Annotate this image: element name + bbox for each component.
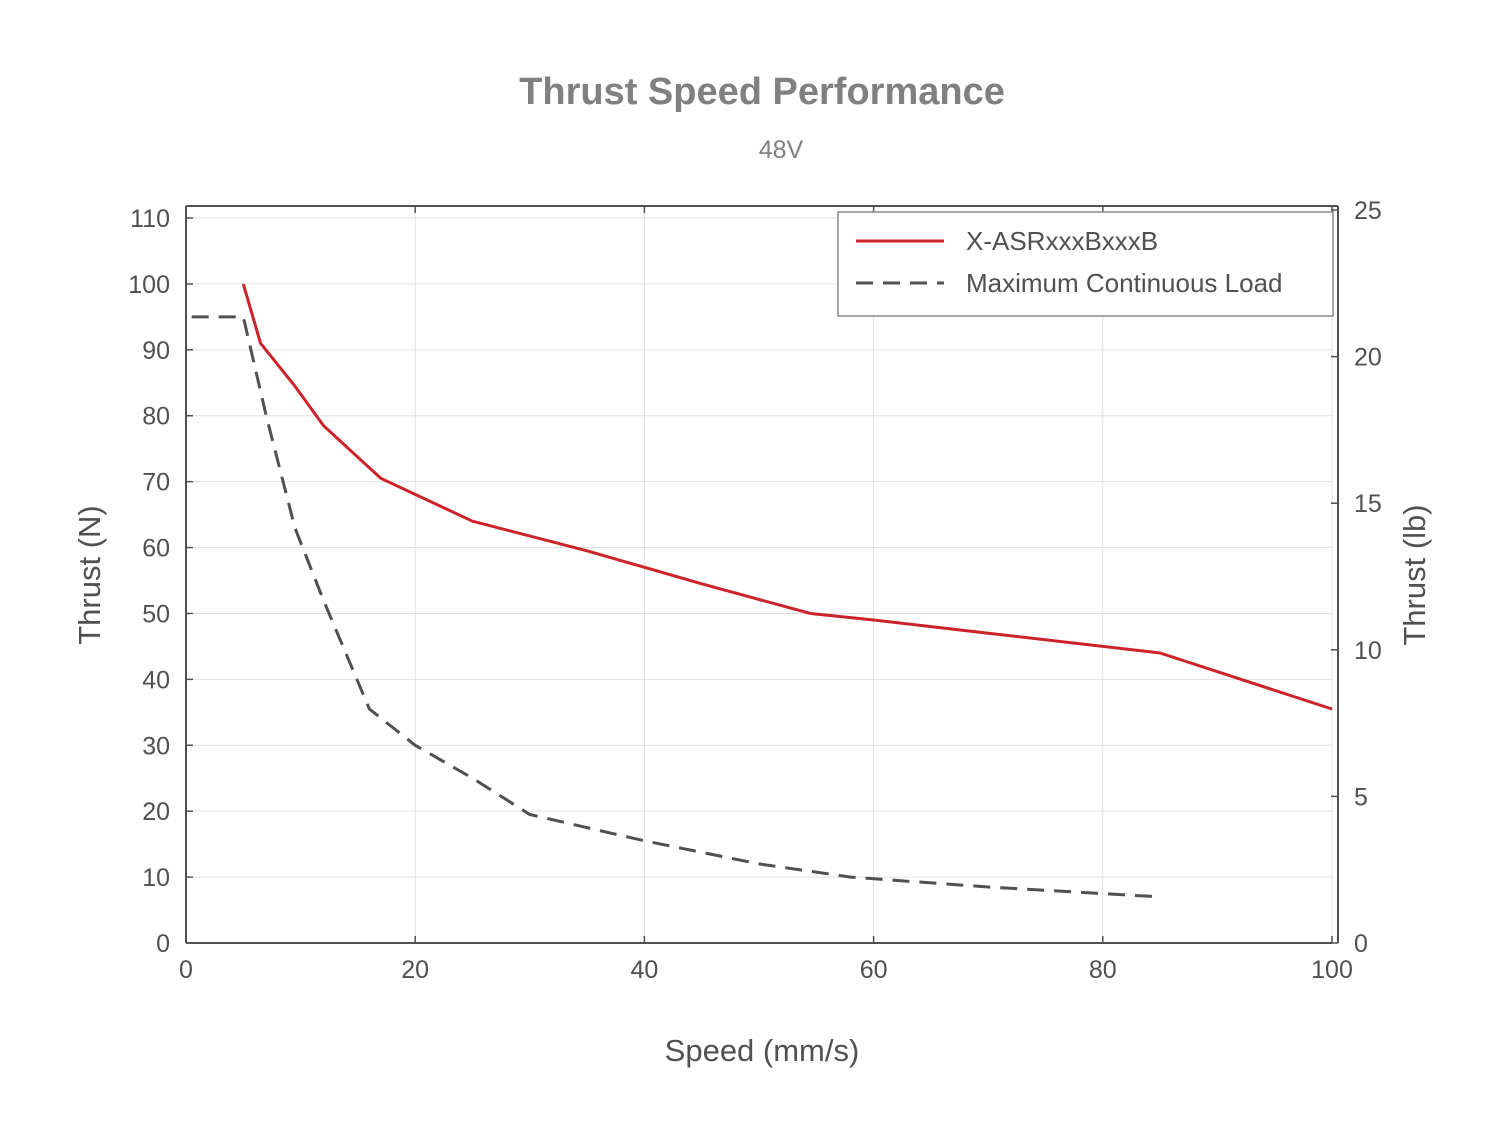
ticks-layer: 0 20 40 60 80 1000102030405060708090100110051… (128, 197, 1382, 984)
y-tick-label: 80 (142, 403, 170, 431)
series-line-x-asr (241, 283, 1333, 711)
legend: X-ASRxxxBxxxB Maximum Continuous Load (837, 211, 1334, 317)
y-tick-label: 10 (142, 864, 170, 892)
legend-box (837, 211, 1334, 317)
y-tick-label: 50 (142, 600, 170, 628)
y2-axis-label: Thrust (lb) (1397, 504, 1432, 645)
y-tick-label: 90 (142, 337, 170, 365)
y-tick-label: 110 (130, 205, 170, 233)
y-tick-label: 0 (156, 930, 170, 958)
grid-layer (185, 206, 1333, 944)
x-tick-label: 60 (860, 956, 888, 984)
y2-tick-label: 5 (1354, 783, 1368, 811)
y-tick-label: 40 (142, 666, 170, 694)
x-tick-label: 20 (401, 956, 429, 984)
x-tick-label: 0 (179, 956, 193, 984)
legend-label-max-continuous-load: Maximum Continuous Load (966, 268, 1283, 298)
y-axis-label: Thrust (N) (72, 505, 107, 645)
series-line-max-continuous-load (191, 315, 1161, 899)
y-tick-label: 60 (142, 535, 170, 563)
y2-tick-label: 15 (1354, 490, 1382, 518)
y-tick-label: 70 (142, 469, 170, 497)
y-tick-label: 30 (142, 732, 170, 760)
chart-subtitle: 48V (759, 136, 804, 164)
y2-tick-label: 10 (1354, 637, 1382, 665)
x-tick-label: 40 (630, 956, 658, 984)
chart-title: Thrust Speed Performance (519, 71, 1005, 113)
y2-tick-label: 0 (1354, 930, 1368, 958)
y-tick-label: 100 (128, 271, 170, 299)
x-axis-label: Speed (mm/s) (665, 1033, 860, 1068)
series-layer (191, 283, 1333, 899)
legend-label-x-asr: X-ASRxxxBxxxB (966, 226, 1158, 256)
axes-layer (185, 205, 1339, 944)
y2-tick-label: 20 (1354, 344, 1382, 372)
x-tick-label: 80 (1089, 956, 1117, 984)
y2-tick-label: 25 (1354, 197, 1382, 225)
y-tick-label: 20 (142, 798, 170, 826)
x-tick-label: 100 (1311, 956, 1353, 984)
